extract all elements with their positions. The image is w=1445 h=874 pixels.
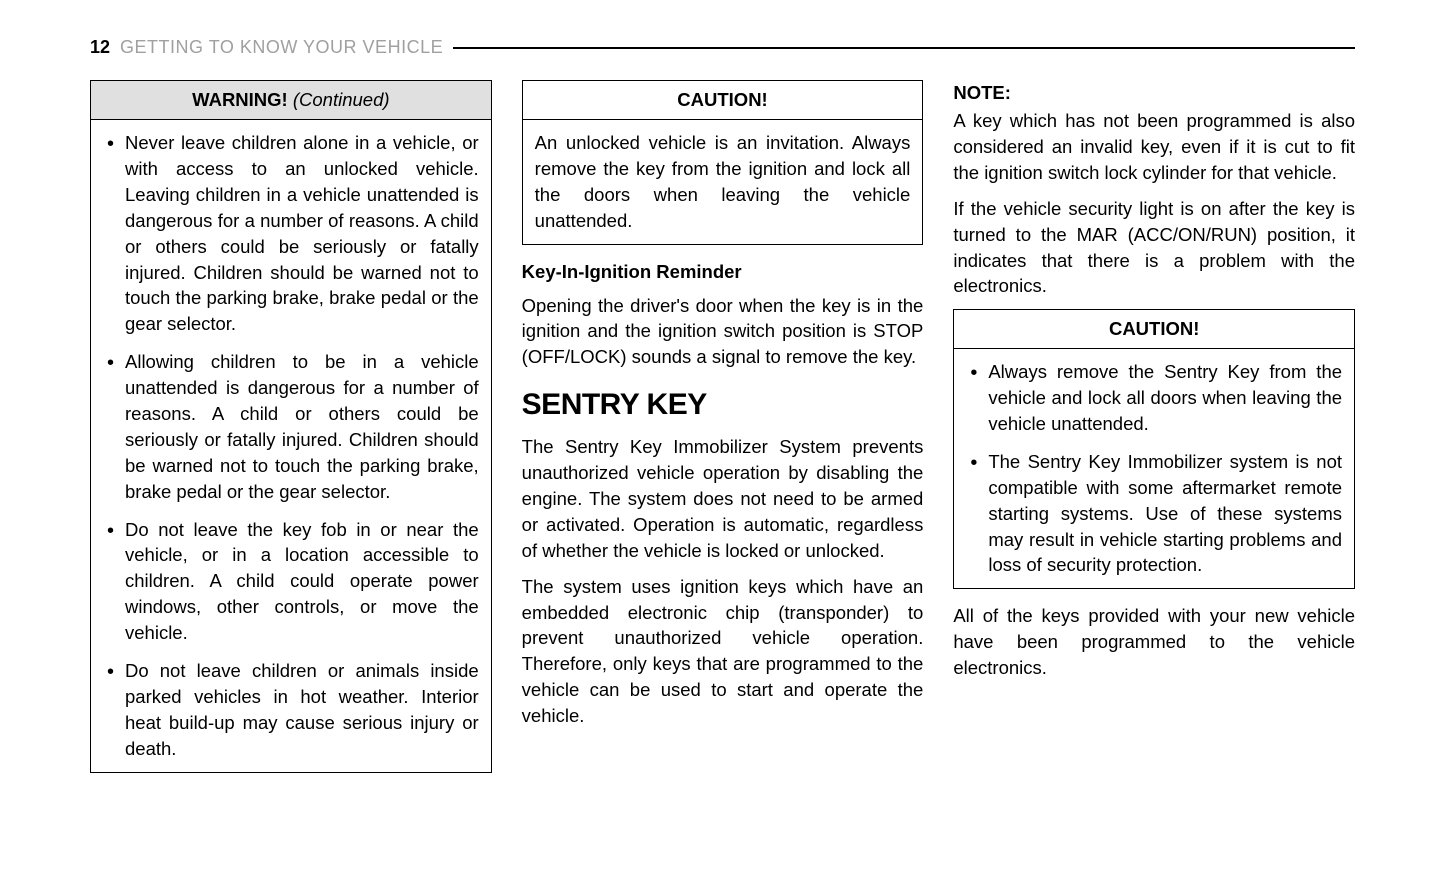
warning-item: Allowing children to be in a vehicle una…	[103, 349, 479, 504]
sentry-key-heading: SENTRY KEY	[522, 384, 924, 426]
warning-box: WARNING! (Continued) Never leave childre…	[90, 80, 492, 772]
caution-box-2: CAUTION! Always remove the Sentry Key fr…	[953, 309, 1355, 589]
note-label: NOTE:	[953, 80, 1355, 106]
section-title: GETTING TO KNOW YOUR VEHICLE	[120, 35, 443, 60]
caution-item: Always remove the Sentry Key from the ve…	[966, 359, 1342, 437]
warning-box-title: WARNING! (Continued)	[91, 81, 491, 120]
content-columns: WARNING! (Continued) Never leave childre…	[90, 80, 1355, 786]
note-paragraph-1: A key which has not been programmed is a…	[953, 108, 1355, 186]
caution-box-2-title: CAUTION!	[954, 310, 1354, 349]
warning-item: Do not leave the key fob in or near the …	[103, 517, 479, 646]
caution-item: The Sentry Key Immobilizer system is not…	[966, 449, 1342, 578]
caution-text: An unlocked vehicle is an invitation. Al…	[535, 130, 911, 234]
reminder-body: Opening the driver's door when the key i…	[522, 293, 924, 371]
warning-item: Do not leave children or animals inside …	[103, 658, 479, 762]
warning-box-body: Never leave children alone in a vehicle,…	[91, 120, 491, 771]
note-paragraph-2: If the vehicle security light is on afte…	[953, 196, 1355, 300]
sentry-paragraph-1: The Sentry Key Immobilizer System preven…	[522, 434, 924, 563]
caution-box-title: CAUTION!	[523, 81, 923, 120]
warning-title-continued: (Continued)	[293, 89, 390, 110]
column-3: NOTE: A key which has not been programme…	[953, 80, 1355, 786]
warning-list: Never leave children alone in a vehicle,…	[103, 130, 479, 761]
reminder-heading: Key-In-Ignition Reminder	[522, 259, 924, 285]
column-2: CAUTION! An unlocked vehicle is an invit…	[522, 80, 924, 786]
closing-paragraph: All of the keys provided with your new v…	[953, 603, 1355, 681]
column-1: WARNING! (Continued) Never leave childre…	[90, 80, 492, 786]
caution-box-2-body: Always remove the Sentry Key from the ve…	[954, 349, 1354, 588]
header-rule	[453, 47, 1355, 49]
caution-list: Always remove the Sentry Key from the ve…	[966, 359, 1342, 578]
page-number: 12	[90, 35, 110, 60]
warning-title-strong: WARNING!	[192, 89, 288, 110]
sentry-paragraph-2: The system uses ignition keys which have…	[522, 574, 924, 729]
caution-box: CAUTION! An unlocked vehicle is an invit…	[522, 80, 924, 244]
warning-item: Never leave children alone in a vehicle,…	[103, 130, 479, 337]
page-header: 12 GETTING TO KNOW YOUR VEHICLE	[90, 35, 1355, 60]
caution-box-body: An unlocked vehicle is an invitation. Al…	[523, 120, 923, 244]
